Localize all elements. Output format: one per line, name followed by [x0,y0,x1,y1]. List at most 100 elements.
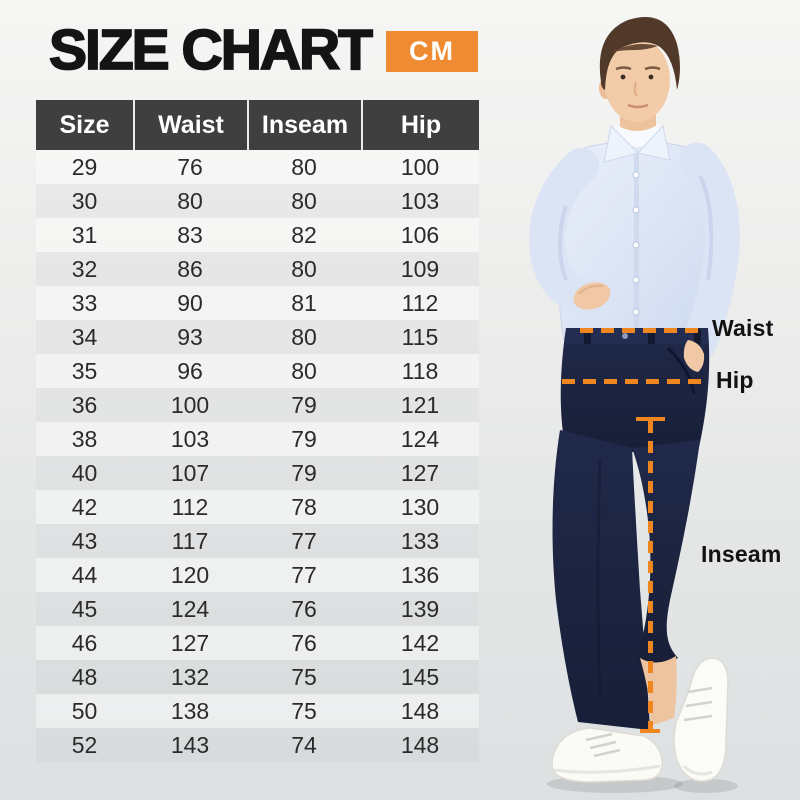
table-row: 44 120 77 136 [36,558,479,592]
table-cell: 35 [71,357,98,384]
shirt-button [632,206,640,214]
table-row: 36 100 79 121 [36,388,479,422]
table-cell: 143 [170,731,210,758]
table-row: 45 124 76 139 [36,592,479,626]
table-cell: 86 [177,255,203,282]
table-cell: 74 [291,731,317,758]
table-row: 42 112 78 130 [36,490,479,524]
sneaker-toe-down [673,657,729,782]
table-cell: 76 [177,153,203,180]
waist-measure-line [580,328,704,333]
model-eye [620,74,626,80]
model-eye [648,74,654,80]
shirt-button [632,171,640,179]
table-cell: 138 [170,697,210,724]
model-face [604,38,670,122]
table-row: 30 80 80 103 [36,184,479,218]
table-cell: 78 [291,493,317,520]
column-header-size: Size [59,110,110,139]
table-cell: 30 [71,187,98,214]
table-cell: 142 [400,629,440,656]
model-hair [599,17,680,90]
table-cell: 124 [400,425,440,452]
shirt-button [632,276,640,284]
pants-crease [596,459,602,701]
model-pants [552,328,710,730]
inseam-label: Inseam [701,541,782,567]
model-mouth [627,103,649,109]
table-cell: 148 [400,697,440,724]
table-cell: 127 [170,629,210,656]
shirt-button [632,241,640,249]
table-row: 32 86 80 109 [36,252,479,286]
table-row: 29 76 80 100 [36,150,479,184]
table-cell: 29 [71,153,98,180]
table-cell: 148 [400,731,440,758]
table-cell: 83 [177,221,203,248]
table-cell: 96 [177,357,203,384]
table-cell: 115 [401,323,439,350]
model-left-hand [573,282,611,310]
table-cell: 79 [291,391,317,418]
table-cell: 80 [291,255,317,282]
model-hair-front [612,44,658,52]
table-cell: 80 [291,323,317,350]
table-cell: 139 [400,595,440,622]
table-row: 48 132 75 145 [36,660,479,694]
table-row: 31 83 82 106 [36,218,479,252]
belt-loop [584,329,591,344]
pocket-slit [666,346,696,395]
model-nose [633,81,638,97]
title-row: SIZE CHART CM [48,18,478,82]
table-cell: 34 [71,323,98,350]
table-cell: 48 [71,663,98,690]
table-cell: 124 [170,595,210,622]
table-cell: 80 [291,153,317,180]
table-cell: 112 [171,493,209,520]
table-cell: 77 [291,527,317,554]
table-cell: 145 [400,663,440,690]
belt-loop [648,329,655,344]
table-row: 38 103 79 124 [36,422,479,456]
inseam-measure-line [648,421,653,729]
table-cell: 75 [291,697,317,724]
table-row: 40 107 79 127 [36,456,479,490]
model-sleeve-shading [698,175,714,281]
shoe-shadow [674,779,738,793]
size-table-body: 29 76 80 100 30 80 80 103 31 83 82 106 32 86 80 109 33 90… [36,150,479,762]
hip-measure-line [562,379,706,384]
table-row: 43 117 77 133 [36,524,479,558]
size-table: Size Waist Inseam Hip 29 76 80 100 30 80 80 103… [36,100,479,762]
table-cell: 130 [400,493,440,520]
table-cell: 80 [177,187,203,214]
table-cell: 106 [400,221,440,248]
inseam-top-cap [636,417,665,421]
table-cell: 45 [71,595,98,622]
page-title: SIZE CHART [48,18,374,82]
table-cell: 81 [291,289,317,316]
table-cell: 127 [400,459,440,486]
hip-label: Hip [716,367,754,393]
table-cell: 76 [291,595,317,622]
model-right-hand [683,340,705,372]
waist-clasp [622,333,628,339]
table-cell: 117 [171,527,209,554]
table-cell: 80 [291,357,317,384]
model-sleeve-shading [558,205,568,281]
table-cell: 107 [170,459,210,486]
table-cell: 79 [291,425,317,452]
table-cell: 76 [291,629,317,656]
table-cell: 132 [170,663,210,690]
table-cell: 40 [71,459,98,486]
column-header-inseam: Inseam [247,100,361,150]
table-cell: 118 [401,357,439,384]
table-cell: 121 [400,391,440,418]
model-collar-left [603,124,639,163]
table-cell: 75 [291,663,317,690]
table-cell: 112 [401,289,439,316]
unit-badge: CM [386,31,478,72]
belt-loop [694,329,701,344]
table-cell: 32 [71,255,98,282]
model-collar-right [637,124,671,161]
